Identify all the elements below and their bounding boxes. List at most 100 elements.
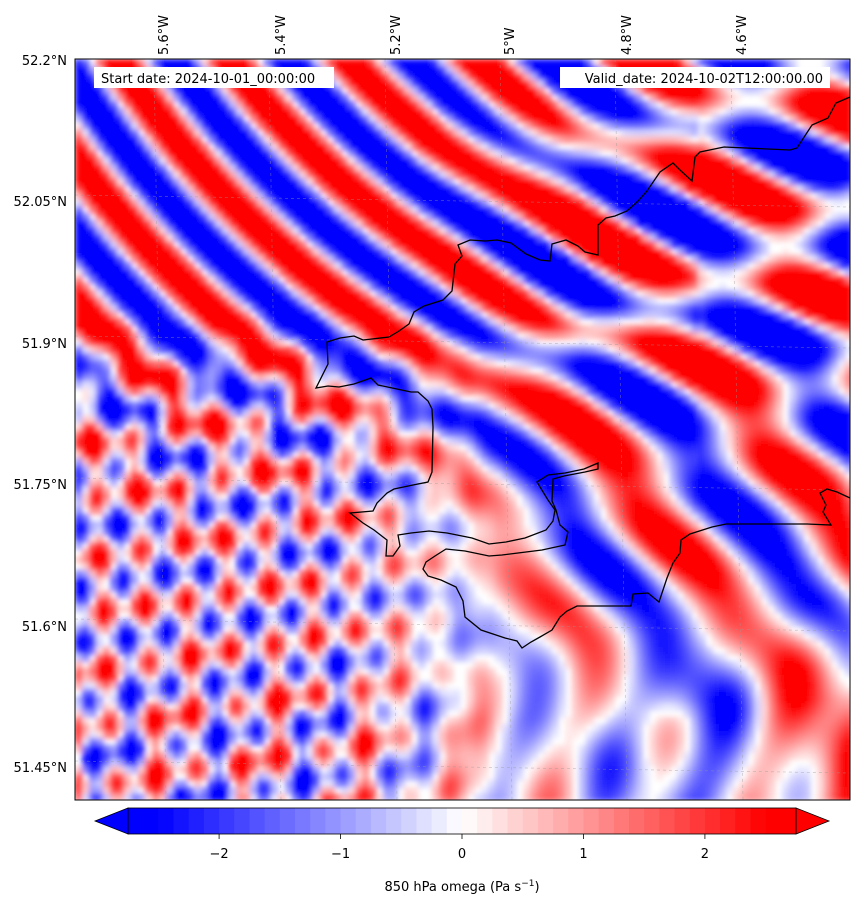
omega-cell xyxy=(635,297,643,305)
omega-cell xyxy=(201,213,209,221)
omega-cell xyxy=(96,360,104,368)
omega-cell xyxy=(628,129,636,137)
omega-cell xyxy=(495,108,503,116)
omega-cell xyxy=(502,332,510,340)
omega-cell xyxy=(656,164,664,172)
omega-cell xyxy=(740,297,748,305)
omega-cell xyxy=(124,136,132,144)
omega-cell xyxy=(180,304,188,312)
omega-cell xyxy=(537,311,545,319)
omega-cell xyxy=(474,325,482,333)
omega-cell xyxy=(789,269,797,277)
omega-cell xyxy=(208,87,216,95)
omega-cell xyxy=(110,143,118,151)
omega-cell xyxy=(663,248,671,256)
omega-cell xyxy=(586,171,594,179)
omega-cell xyxy=(397,290,405,298)
omega-cell xyxy=(278,150,286,158)
omega-cell xyxy=(796,241,804,249)
omega-cell xyxy=(649,290,657,298)
omega-cell xyxy=(614,227,622,235)
omega-cell xyxy=(327,283,335,291)
omega-cell xyxy=(530,150,538,158)
omega-cell xyxy=(579,339,587,347)
omega-cell xyxy=(355,150,363,158)
omega-cell xyxy=(803,248,811,256)
omega-cell xyxy=(705,227,713,235)
omega-cell xyxy=(152,227,160,235)
omega-cell xyxy=(509,94,517,102)
omega-cell xyxy=(187,304,195,312)
omega-cell xyxy=(768,94,776,102)
omega-cell xyxy=(488,255,496,263)
omega-cell xyxy=(754,178,762,186)
omega-cell xyxy=(523,353,531,361)
omega-cell xyxy=(138,59,146,67)
omega-cell xyxy=(495,80,503,88)
omega-cell xyxy=(404,213,412,221)
omega-cell xyxy=(831,241,839,249)
omega-cell xyxy=(320,143,328,151)
omega-cell xyxy=(215,199,223,207)
omega-cell xyxy=(775,381,783,389)
omega-cell xyxy=(341,311,349,319)
omega-cell xyxy=(89,234,97,242)
omega-cell xyxy=(341,346,349,354)
omega-cell xyxy=(593,87,601,95)
omega-cell xyxy=(509,185,517,193)
omega-cell xyxy=(635,332,643,340)
omega-cell xyxy=(187,332,195,340)
omega-cell xyxy=(299,122,307,130)
omega-cell xyxy=(425,353,433,361)
omega-cell xyxy=(418,136,426,144)
omega-cell xyxy=(243,276,251,284)
omega-cell xyxy=(845,73,850,81)
omega-cell xyxy=(75,185,83,193)
omega-cell xyxy=(467,115,475,123)
omega-cell xyxy=(313,234,321,242)
omega-cell xyxy=(523,304,531,312)
omega-cell xyxy=(551,115,559,123)
omega-cell xyxy=(334,311,342,319)
omega-cell xyxy=(432,304,440,312)
omega-cell xyxy=(684,94,692,102)
omega-cell xyxy=(411,297,419,305)
omega-cell xyxy=(642,318,650,326)
omega-cell xyxy=(236,164,244,172)
omega-cell xyxy=(299,192,307,200)
omega-cell xyxy=(222,164,230,172)
omega-cell xyxy=(635,192,643,200)
omega-cell xyxy=(243,122,251,130)
omega-cell xyxy=(740,311,748,319)
omega-cell xyxy=(516,115,524,123)
omega-cell xyxy=(173,150,181,158)
omega-cell xyxy=(649,360,657,368)
omega-cell xyxy=(82,87,90,95)
omega-cell xyxy=(222,269,230,277)
omega-cell xyxy=(215,311,223,319)
omega-cell xyxy=(299,311,307,319)
omega-cell xyxy=(250,304,258,312)
omega-cell xyxy=(82,360,90,368)
omega-cell xyxy=(96,220,104,228)
omega-cell xyxy=(474,318,482,326)
omega-cell xyxy=(558,269,566,277)
omega-cell xyxy=(229,108,237,116)
omega-cell xyxy=(740,129,748,137)
omega-cell xyxy=(740,136,748,144)
omega-cell xyxy=(663,360,671,368)
omega-cell xyxy=(208,157,216,165)
omega-cell xyxy=(607,178,615,186)
omega-cell xyxy=(740,325,748,333)
omega-cell xyxy=(243,360,251,368)
omega-cell xyxy=(761,164,769,172)
omega-cell xyxy=(453,192,461,200)
omega-cell xyxy=(320,304,328,312)
omega-cell xyxy=(194,150,202,158)
omega-cell xyxy=(89,185,97,193)
omega-cell xyxy=(670,115,678,123)
omega-cell xyxy=(593,297,601,305)
omega-cell xyxy=(418,353,426,361)
omega-cell xyxy=(789,192,797,200)
omega-cell xyxy=(509,122,517,130)
